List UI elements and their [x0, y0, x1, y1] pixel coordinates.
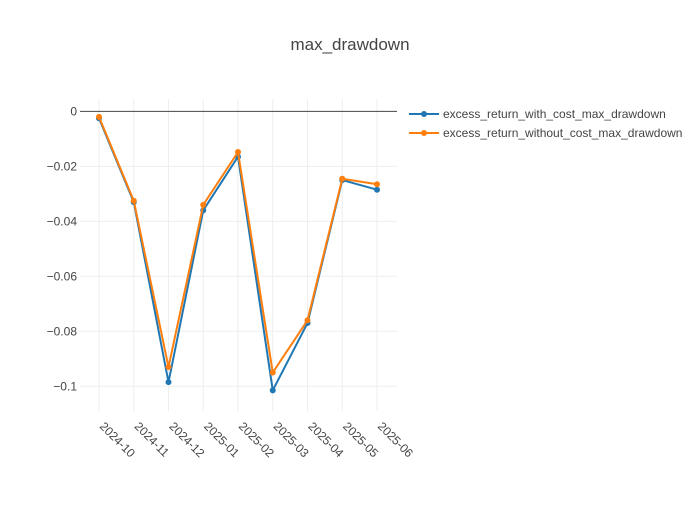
chart-title: max_drawdown — [290, 35, 409, 54]
data-point[interactable] — [304, 317, 311, 324]
y-tick-label: −0.1 — [53, 379, 77, 393]
legend-item[interactable]: excess_return_with_cost_max_drawdown — [409, 107, 666, 121]
data-point[interactable] — [200, 201, 207, 208]
data-point[interactable] — [130, 197, 137, 204]
data-point[interactable] — [235, 149, 241, 156]
series-layer — [96, 113, 380, 394]
y-tick-label: 0 — [70, 104, 77, 118]
data-point[interactable] — [269, 387, 276, 394]
data-point[interactable] — [374, 186, 380, 193]
data-point[interactable] — [339, 175, 346, 182]
y-tick-label: −0.04 — [47, 214, 78, 228]
data-point[interactable] — [269, 369, 276, 376]
legend-label: excess_return_with_cost_max_drawdown — [443, 107, 666, 121]
legend[interactable]: excess_return_with_cost_max_drawdownexce… — [409, 107, 682, 140]
legend-swatch-marker — [421, 130, 427, 136]
y-axis: 0 −0.02 −0.04 −0.06 −0.08 −0.1 — [47, 104, 78, 393]
data-point[interactable] — [96, 113, 102, 120]
y-tick-label: −0.02 — [47, 159, 78, 173]
data-point[interactable] — [165, 364, 172, 371]
legend-item[interactable]: excess_return_without_cost_max_drawdown — [409, 126, 682, 140]
series-1 — [96, 113, 380, 376]
y-tick-label: −0.08 — [47, 324, 78, 338]
data-point[interactable] — [165, 379, 172, 386]
legend-label: excess_return_without_cost_max_drawdown — [443, 126, 682, 140]
data-point[interactable] — [374, 181, 380, 188]
legend-swatch-marker — [421, 111, 427, 117]
y-tick-label: −0.06 — [47, 269, 78, 283]
